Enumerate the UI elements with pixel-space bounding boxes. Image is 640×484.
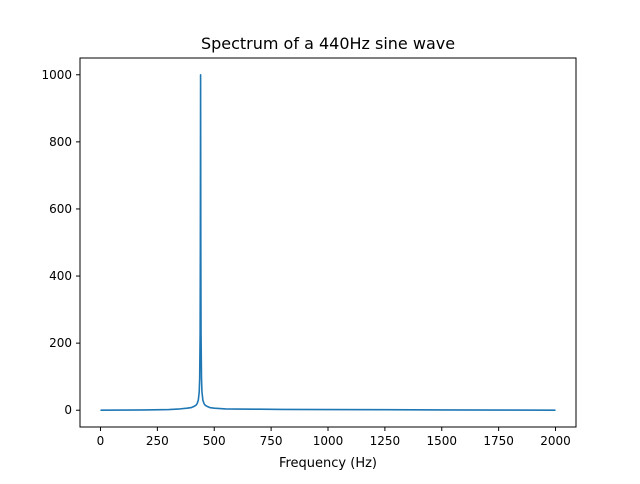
y-tick-label: 400 bbox=[49, 269, 72, 283]
y-tick-label: 800 bbox=[49, 135, 72, 149]
spectrum-line-0 bbox=[100, 73, 556, 412]
x-tick-label: 250 bbox=[146, 434, 169, 448]
x-tick-label: 750 bbox=[260, 434, 283, 448]
y-tick-label: 0 bbox=[64, 403, 72, 417]
x-axis-label: Frequency (Hz) bbox=[279, 456, 377, 471]
y-tick-label: 200 bbox=[49, 336, 72, 350]
axes-frame bbox=[79, 57, 577, 428]
plot-area bbox=[100, 73, 556, 412]
x-tick-label: 0 bbox=[97, 434, 105, 448]
y-tick-label: 600 bbox=[49, 202, 72, 216]
y-tick-label: 1000 bbox=[41, 68, 72, 82]
chart-title: Spectrum of a 440Hz sine wave bbox=[201, 34, 455, 53]
x-tick-label: 2000 bbox=[540, 434, 571, 448]
tick-layer: 0 250 500 750 1000 1250 1500 1750 2000 0 200 400 600… bbox=[41, 68, 570, 448]
x-tick-label: 1250 bbox=[370, 434, 401, 448]
x-tick-label: 1750 bbox=[483, 434, 514, 448]
x-tick-label: 500 bbox=[203, 434, 226, 448]
x-tick-label: 1000 bbox=[313, 434, 344, 448]
x-tick-label: 1500 bbox=[426, 434, 457, 448]
